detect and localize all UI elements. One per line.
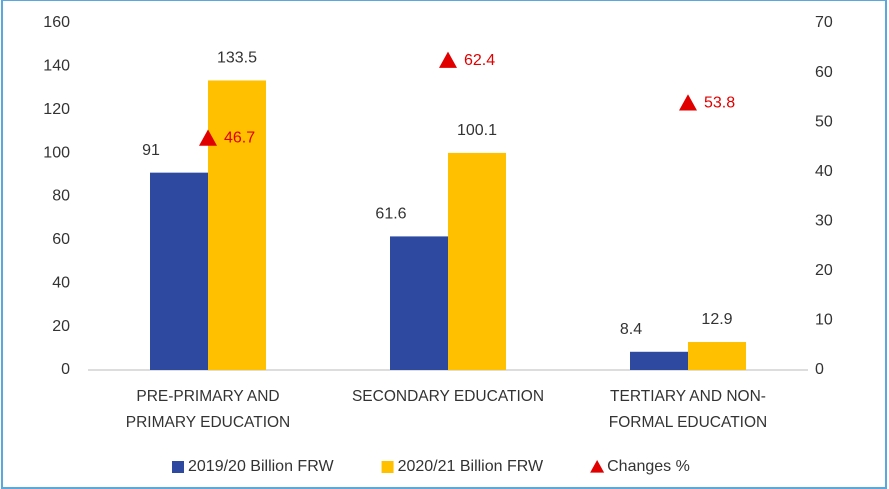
change-marker <box>679 94 697 111</box>
x-tick-label: SECONDARY EDUCATION <box>351 388 545 405</box>
y-tick-label: 140 <box>43 58 70 75</box>
legend-label: 2020/21 Billion FRW <box>398 458 544 475</box>
y-tick-label: 20 <box>52 318 70 335</box>
y2-tick-label: 0 <box>815 361 824 378</box>
y-tick-label: 120 <box>43 101 70 118</box>
legend-marker <box>590 460 605 473</box>
x-tick-label: TERTIARY AND NON-FORMAL EDUCATION <box>608 388 768 431</box>
data-label: 62.4 <box>464 52 495 69</box>
y2-tick-label: 20 <box>815 262 833 279</box>
y2-tick-label: 10 <box>815 312 833 329</box>
data-label: 12.9 <box>701 311 732 328</box>
y2-tick-label: 60 <box>815 64 833 81</box>
y2-tick-label: 40 <box>815 163 833 180</box>
data-label: 8.4 <box>620 321 642 338</box>
x-tick-label: PRE-PRIMARY AND PRIMARY EDUCATION <box>125 388 291 431</box>
change-marker <box>439 51 457 68</box>
y2-tick-label: 50 <box>815 113 833 130</box>
y-tick-label: 80 <box>52 188 70 205</box>
data-label: 133.5 <box>217 50 257 67</box>
bar <box>448 152 506 370</box>
bar <box>390 236 448 370</box>
y-tick-label: 0 <box>61 361 70 378</box>
legend-marker <box>381 461 394 473</box>
data-label: 61.6 <box>375 206 406 223</box>
y-tick-label: 100 <box>43 144 70 161</box>
y-tick-label: 40 <box>52 274 70 291</box>
bar <box>688 342 746 370</box>
bar <box>150 172 208 370</box>
change-marker <box>199 129 217 146</box>
data-label: 53.8 <box>704 95 735 112</box>
data-label: 91 <box>142 142 160 159</box>
legend-label: Changes % <box>607 458 690 475</box>
y2-tick-label: 70 <box>815 14 833 31</box>
y-tick-label: 60 <box>52 231 70 248</box>
legend-marker <box>172 461 184 473</box>
legend-label: 2019/20 Billion FRW <box>188 458 334 475</box>
y-tick-label: 160 <box>43 14 70 31</box>
data-label: 46.7 <box>224 130 255 147</box>
y2-tick-label: 30 <box>815 213 833 230</box>
bar <box>208 80 266 371</box>
bar <box>630 351 688 370</box>
data-label: 100.1 <box>457 122 497 139</box>
